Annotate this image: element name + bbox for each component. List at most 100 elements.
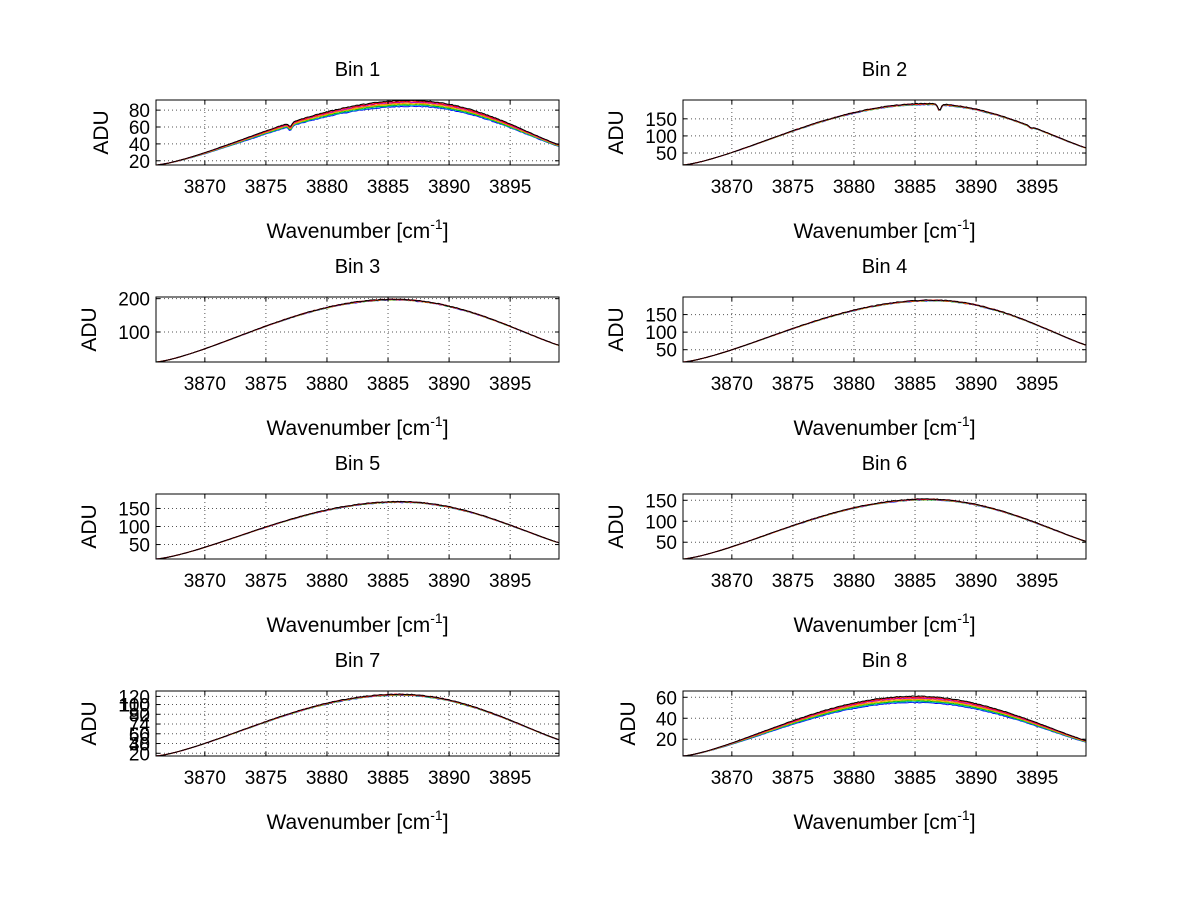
axes-box <box>155 296 560 363</box>
y-tick-label: 20 <box>656 730 677 751</box>
x-tick-label: 3880 <box>833 571 875 592</box>
x-tick-label: 3875 <box>245 571 287 592</box>
x-tick-label: 3890 <box>955 374 997 395</box>
x-tick-label: 3875 <box>772 571 814 592</box>
y-tick-label: 150 <box>645 110 677 131</box>
y-tick-label: 20 <box>129 744 150 765</box>
y-tick-label-overlap: 110 <box>120 696 150 717</box>
x-axis-label-superscript: -1 <box>430 807 443 823</box>
y-axis-label: ADU <box>605 307 628 351</box>
series-line-8 <box>155 298 560 363</box>
y-tick-label: 100 <box>645 512 677 533</box>
x-tick-label: 3875 <box>772 177 814 198</box>
y-axis-label: ADU <box>78 701 101 745</box>
x-axis-label-superscript: -1 <box>430 216 443 232</box>
series-line-8 <box>682 102 1087 166</box>
subplot-title: Bin 7 <box>335 650 381 672</box>
y-tick-label: 60 <box>129 118 150 139</box>
y-tick-label: 100 <box>645 127 677 148</box>
y-tick-label: 50 <box>129 536 150 557</box>
x-tick-label: 3870 <box>711 177 753 198</box>
x-tick-label: 3895 <box>489 177 531 198</box>
x-axis-label: Wavenumber [cm-1] <box>793 610 975 637</box>
x-axis-label-suffix: ] <box>443 417 449 440</box>
axes-box <box>682 296 1087 363</box>
y-tick-label: 40 <box>129 135 150 156</box>
x-tick-label: 3895 <box>1016 374 1058 395</box>
series-line-8 <box>682 498 1087 560</box>
y-tick-label: 80 <box>129 101 150 122</box>
x-tick-label: 3870 <box>184 571 226 592</box>
x-tick-label: 3890 <box>428 374 470 395</box>
x-tick-label: 3890 <box>955 571 997 592</box>
x-axis-label-main: Wavenumber [cm <box>266 614 430 637</box>
x-tick-label: 3890 <box>428 768 470 789</box>
x-tick-label: 3885 <box>367 571 409 592</box>
x-tick-label: 3885 <box>367 177 409 198</box>
x-tick-label: 3895 <box>489 768 531 789</box>
x-tick-label: 3895 <box>489 571 531 592</box>
x-axis-label: Wavenumber [cm-1] <box>266 413 448 440</box>
x-axis-label-suffix: ] <box>443 811 449 834</box>
y-axis-label: ADU <box>605 504 628 548</box>
y-tick-label: 100 <box>118 323 150 344</box>
x-tick-label: 3875 <box>772 768 814 789</box>
y-axis-label: ADU <box>78 307 101 351</box>
x-tick-label: 3885 <box>894 177 936 198</box>
y-tick-label-overlap: 56 <box>129 725 150 746</box>
x-tick-label: 3895 <box>489 374 531 395</box>
x-tick-label: 3885 <box>367 768 409 789</box>
x-axis-label-superscript: -1 <box>430 610 443 626</box>
y-tick-label: 100 <box>118 518 150 539</box>
y-tick-label: 40 <box>656 709 677 730</box>
x-tick-label: 3890 <box>955 768 997 789</box>
y-axis-label: ADU <box>605 110 628 154</box>
y-tick-label: 80 <box>129 705 150 726</box>
x-tick-label: 3875 <box>245 374 287 395</box>
x-tick-label: 3895 <box>1016 768 1058 789</box>
y-tick-label: 150 <box>118 499 150 520</box>
x-axis-label-suffix: ] <box>970 811 976 834</box>
axes-box <box>682 690 1087 757</box>
x-tick-label: 3880 <box>833 177 875 198</box>
x-tick-label: 3875 <box>772 374 814 395</box>
x-axis-label: Wavenumber [cm-1] <box>793 413 975 440</box>
x-axis-label-main: Wavenumber [cm <box>793 811 957 834</box>
y-tick-label: 120 <box>118 687 150 708</box>
y-tick-label: 60 <box>129 725 150 746</box>
x-axis-label-superscript: -1 <box>957 413 970 429</box>
x-tick-label: 3895 <box>1016 571 1058 592</box>
x-tick-label: 3895 <box>1016 177 1058 198</box>
x-tick-label: 3890 <box>428 177 470 198</box>
x-axis-label-main: Wavenumber [cm <box>793 417 957 440</box>
x-tick-label: 3890 <box>428 571 470 592</box>
y-axis-label: ADU <box>90 110 113 154</box>
x-tick-label: 3885 <box>894 768 936 789</box>
y-tick-label-overlap: 74 <box>129 715 151 736</box>
x-axis-label-suffix: ] <box>443 614 449 637</box>
y-axis-label: ADU <box>617 701 640 745</box>
x-tick-label: 3870 <box>711 571 753 592</box>
series-line-8 <box>682 695 1087 757</box>
x-tick-label: 3880 <box>306 768 348 789</box>
x-axis-label-main: Wavenumber [cm <box>266 417 430 440</box>
x-tick-label: 3880 <box>306 571 348 592</box>
x-axis-label-superscript: -1 <box>430 413 443 429</box>
x-tick-label: 3880 <box>306 374 348 395</box>
x-tick-label: 3875 <box>245 177 287 198</box>
x-axis-label-superscript: -1 <box>957 807 970 823</box>
y-axis-label: ADU <box>78 504 101 548</box>
x-axis-label-superscript: -1 <box>957 610 970 626</box>
x-axis-label: Wavenumber [cm-1] <box>793 216 975 243</box>
subplot-title: Bin 5 <box>335 453 381 475</box>
subplot-title: Bin 4 <box>862 256 908 278</box>
y-tick-label: 50 <box>656 144 677 165</box>
y-tick-label: 40 <box>129 735 150 756</box>
x-tick-label: 3880 <box>306 177 348 198</box>
y-tick-label: 20 <box>129 152 150 173</box>
x-tick-label: 3880 <box>833 768 875 789</box>
